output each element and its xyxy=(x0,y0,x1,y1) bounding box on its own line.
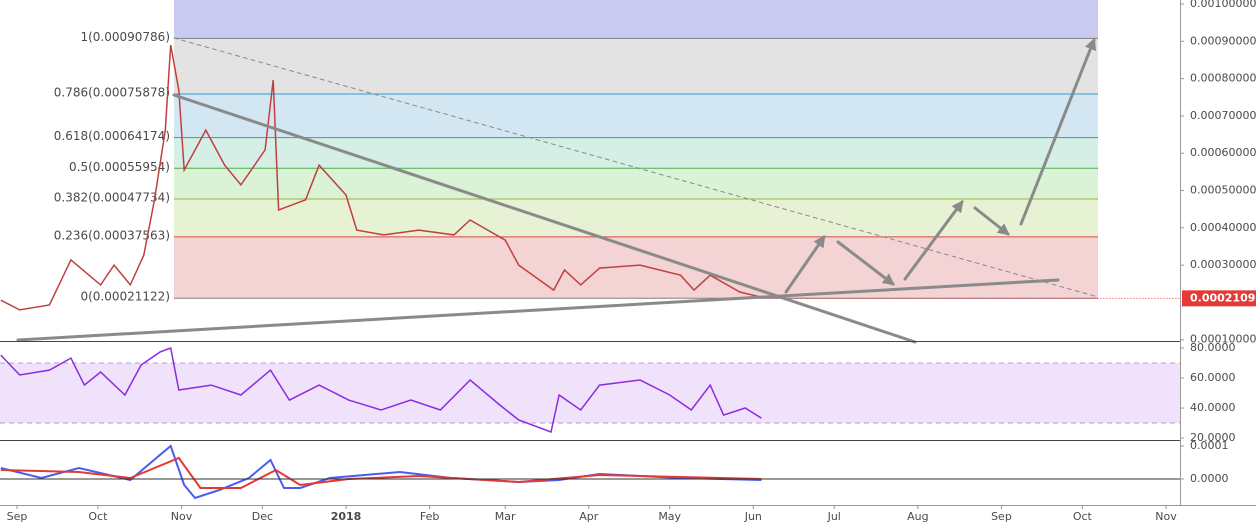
x-tick-label: 2018 xyxy=(331,510,362,523)
indicator-line xyxy=(0,444,762,500)
macd-pane xyxy=(0,444,1180,500)
fib-label: 1(0.00090786) xyxy=(80,30,170,44)
x-tick-label: Oct xyxy=(88,510,108,523)
y-tick-label: 0.0001 xyxy=(1190,439,1229,452)
drawings xyxy=(16,37,1099,344)
arrow xyxy=(784,235,826,294)
y-tick-label: 0.00100000 xyxy=(1190,0,1256,10)
fib-band xyxy=(174,93,1098,138)
last-price-box xyxy=(1182,290,1256,307)
price-line xyxy=(0,44,762,311)
fib-band xyxy=(174,198,1098,237)
y-tick-label: 0.0000 xyxy=(1190,472,1229,485)
fib-band xyxy=(174,168,1098,199)
fib-band-top xyxy=(174,0,1098,38)
last-price-label: 0.00021092 xyxy=(1190,291,1256,304)
y-tick-label: 80.0000 xyxy=(1190,341,1236,354)
y-tick-label: 0.00050000 xyxy=(1190,184,1256,197)
axes: 0.00100000 0.00090000 0.00080000 0.00070000… xyxy=(7,0,1256,523)
y-tick-label: 0.00010000 xyxy=(1190,333,1256,346)
x-tick-label: Dec xyxy=(252,510,273,523)
y-tick-label: 0.00080000 xyxy=(1190,72,1256,85)
y-tick-label: 40.0000 xyxy=(1190,401,1236,414)
x-tick-label: Feb xyxy=(420,510,439,523)
frame xyxy=(0,0,1256,506)
price-pane xyxy=(0,44,1180,311)
arrow xyxy=(973,206,1010,236)
x-tick-label: Mar xyxy=(495,510,516,523)
y-tick-label: 0.00070000 xyxy=(1190,109,1256,122)
y-tick-label: 0.00060000 xyxy=(1190,146,1256,159)
fib-label: 0.5(0.00055954) xyxy=(69,160,170,174)
x-tick-label: Jun xyxy=(744,510,762,523)
dashed-trendline xyxy=(173,37,1099,298)
x-tick-label: Sep xyxy=(991,510,1012,523)
fib-label: 0.786(0.00075878) xyxy=(54,85,170,99)
fib-label: 0.236(0.00037563) xyxy=(54,228,170,242)
rsi-pane xyxy=(0,346,762,434)
arrow xyxy=(836,240,895,286)
x-tick-label: Aug xyxy=(907,510,928,523)
x-tick-label: Apr xyxy=(579,510,599,523)
arrow xyxy=(1019,37,1097,226)
fib-label: 0(0.00021122) xyxy=(80,290,170,304)
fib-label: 0.618(0.00064174) xyxy=(54,129,170,143)
y-tick-label: 20.0000 xyxy=(1190,431,1236,444)
x-tick-label: Sep xyxy=(7,510,28,523)
y-tick-label: 0.00090000 xyxy=(1190,34,1256,47)
x-tick-label: Nov xyxy=(1155,510,1177,523)
x-tick-label: May xyxy=(658,510,681,523)
indicator-line xyxy=(0,456,762,489)
price-line xyxy=(0,346,762,434)
arrow xyxy=(903,200,964,281)
x-tick-label: Oct xyxy=(1073,510,1093,523)
fib-band xyxy=(174,137,1098,169)
y-tick-label: 0.00040000 xyxy=(1190,221,1256,234)
y-tick-label: 0.00030000 xyxy=(1190,258,1256,271)
y-tick-label: 60.0000 xyxy=(1190,371,1236,384)
rsi-band xyxy=(0,363,1180,423)
fib-label: 0.382(0.00047734) xyxy=(54,190,170,204)
trendline xyxy=(172,93,917,344)
x-tick-label: Jul xyxy=(827,510,841,523)
fib-band xyxy=(174,38,1098,94)
trendline xyxy=(16,278,1060,342)
fib-layer: 1(0.00090786) 0.786(0.00075878) 0.618(0.00… xyxy=(54,0,1098,304)
x-tick-label: Nov xyxy=(171,510,193,523)
fib-band xyxy=(174,236,1098,299)
